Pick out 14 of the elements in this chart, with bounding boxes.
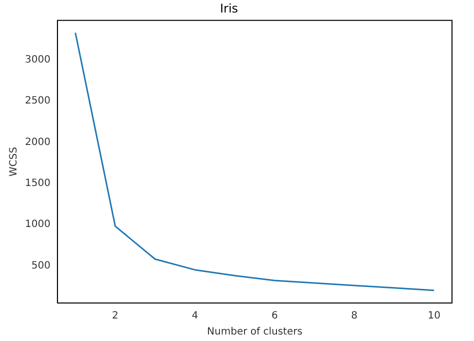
x-tick-label: 6: [271, 310, 278, 322]
y-axis-title: WCSS: [8, 146, 20, 176]
y-tick-label: 1500: [24, 178, 50, 189]
y-tick-label: 1000: [24, 219, 50, 230]
y-tick-label: 2500: [24, 96, 50, 107]
chart-title: Iris: [220, 1, 238, 16]
x-tick-label: 8: [351, 310, 358, 322]
x-tick-label: 2: [112, 310, 118, 322]
y-tick-label: 2000: [24, 136, 50, 148]
x-tick-label: 10: [428, 310, 440, 322]
y-tick-label: 3000: [24, 54, 50, 66]
x-tick-label: 4: [192, 310, 198, 322]
x-axis-title: Number of clusters: [207, 326, 302, 338]
y-tick-label: 500: [31, 260, 50, 272]
